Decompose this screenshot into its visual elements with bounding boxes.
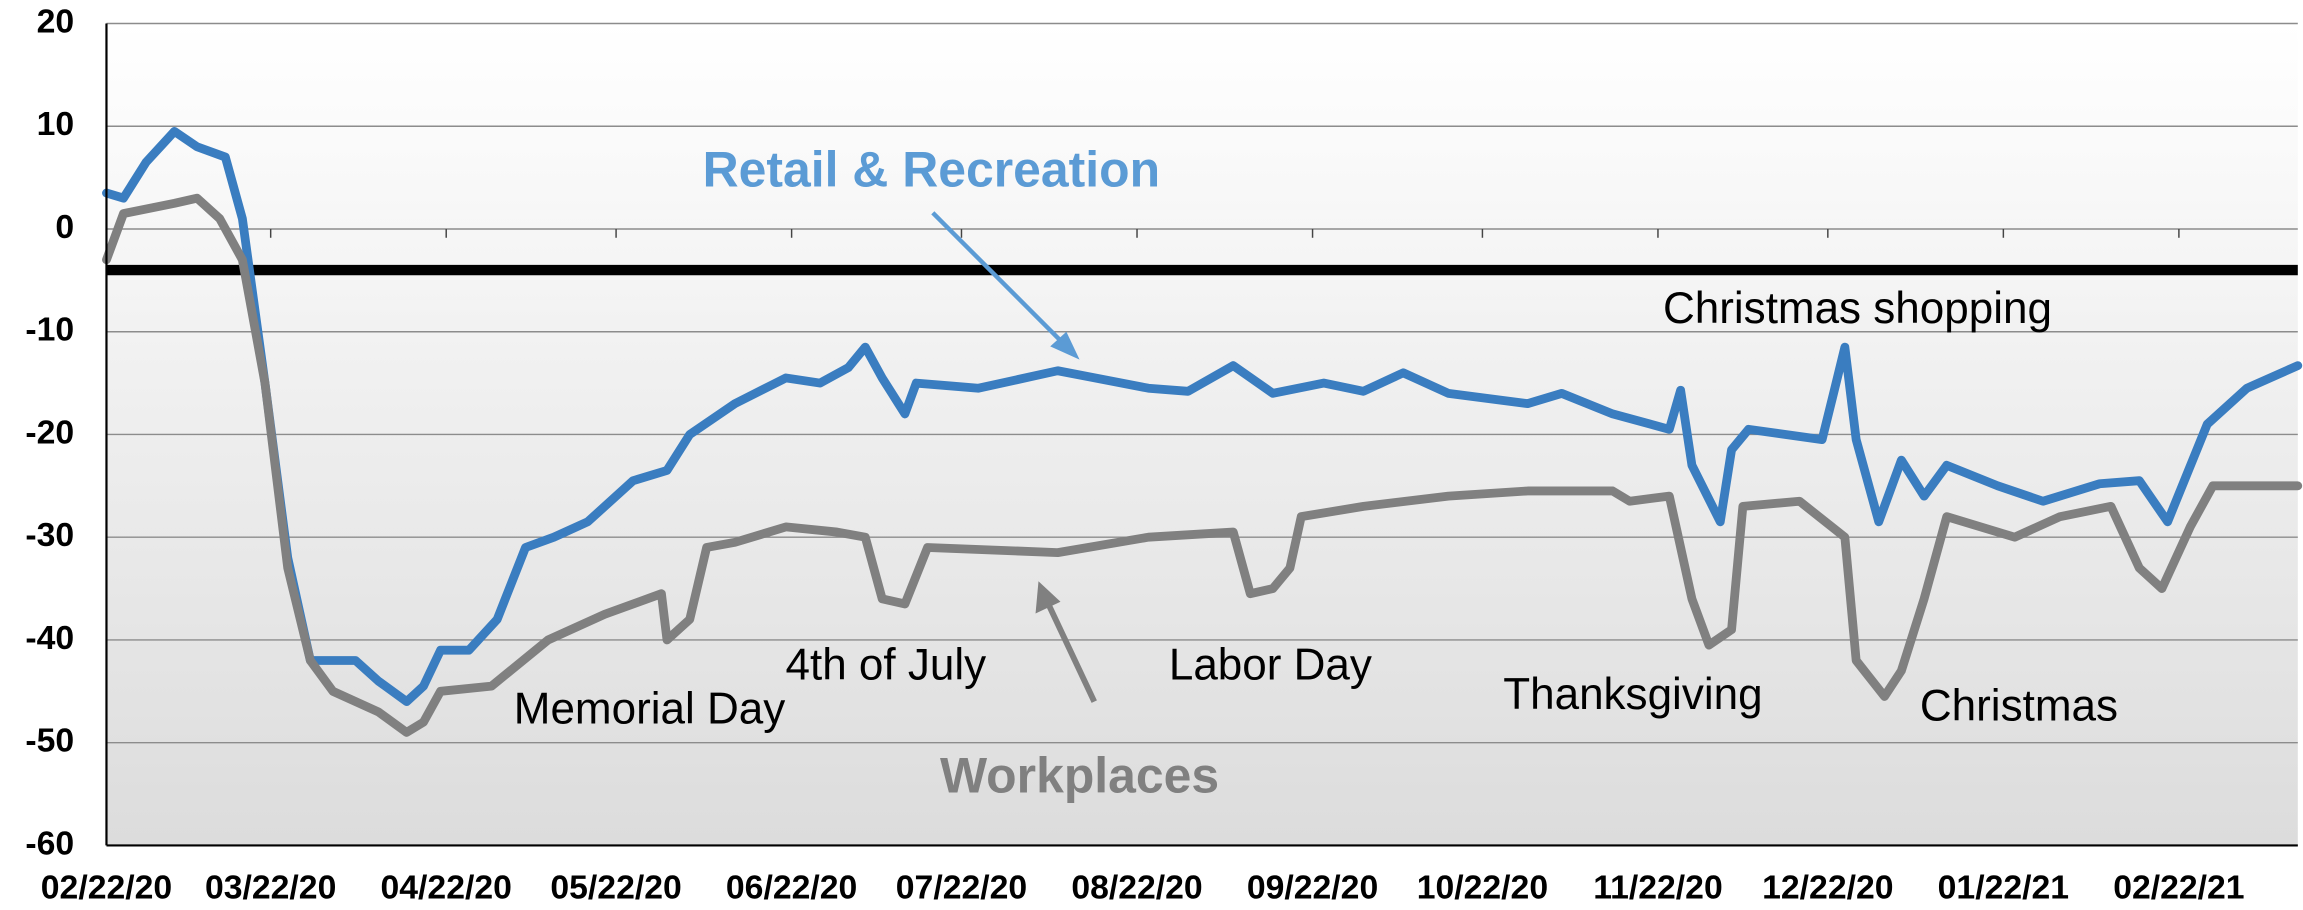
x-tick-label: 03/22/20 (205, 868, 336, 906)
y-tick-label: 0 (55, 208, 74, 246)
annotation: Christmas (1920, 682, 2118, 731)
x-tick-label: 01/22/21 (1938, 868, 2069, 906)
y-tick-label: -10 (25, 311, 74, 349)
x-tick-label: 02/22/21 (2113, 868, 2244, 906)
series-label: Workplaces (940, 748, 1219, 804)
series-line (102, 126, 2303, 706)
x-tick-label: 09/22/20 (1247, 868, 1378, 906)
lines (102, 126, 2303, 737)
x-tick-label: 08/22/20 (1071, 868, 1202, 906)
x-tick-label: 02/22/20 (41, 868, 172, 906)
x-tick-label: 05/22/20 (550, 868, 681, 906)
y-tick-label: 10 (37, 105, 75, 143)
x-tick-label: 12/22/20 (1762, 868, 1893, 906)
arrow (931, 211, 1068, 348)
y-tick-label: -50 (25, 722, 74, 760)
annotation: Christmas shopping (1663, 284, 2052, 333)
y-tick-label: -60 (25, 824, 74, 862)
series-label: Retail & Recreation (703, 141, 1160, 197)
annotation: Memorial Day (514, 684, 786, 733)
series-line (102, 193, 2303, 737)
arrow-head (1050, 331, 1080, 360)
y-tick-label: -30 (25, 516, 74, 554)
x-tick-label: 11/22/20 (1593, 868, 1723, 906)
x-tick-label: 04/22/20 (381, 868, 512, 906)
x-tick-label: 06/22/20 (726, 868, 857, 906)
y-tick-label: -40 (25, 619, 74, 657)
y-tick-label: -20 (25, 413, 74, 451)
annotation: Thanksgiving (1503, 670, 1762, 719)
labels: -60 -50 -40 -30 -20 -10 0 10 20 02/22/20 03/22/20 0… (25, 2, 2244, 906)
arrow-head (1035, 581, 1061, 614)
arrow (1044, 600, 1097, 703)
annotation: Labor Day (1169, 640, 1372, 689)
y-tick-label: 20 (37, 2, 75, 40)
x-tick-label: 07/22/20 (896, 868, 1027, 906)
arrows (931, 211, 1097, 703)
annotation: 4th of July (786, 640, 987, 689)
x-tick-label: 10/22/20 (1417, 868, 1548, 906)
